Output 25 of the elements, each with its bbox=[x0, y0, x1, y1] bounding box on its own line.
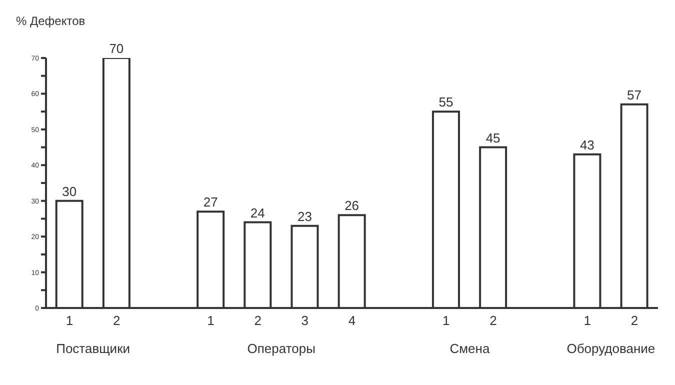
x-tick-label: 1 bbox=[442, 313, 450, 328]
text: Смена bbox=[448, 341, 491, 356]
data-label: 23 bbox=[298, 208, 312, 224]
data-label: 57 bbox=[627, 87, 642, 102]
data-label: 30 bbox=[62, 184, 77, 199]
x-tick-label: 2 bbox=[254, 313, 262, 328]
x-tick-label: 4 bbox=[348, 313, 356, 328]
data-label: 45 bbox=[486, 130, 500, 146]
data-label: 26 bbox=[344, 198, 360, 214]
x-tick-label: 1 bbox=[66, 313, 74, 328]
x-tick-label: 2 bbox=[630, 313, 638, 328]
x-tick-label: 3 bbox=[301, 313, 309, 328]
x-tick-label: 1 bbox=[584, 313, 591, 328]
x-tick-label: 2 bbox=[113, 313, 120, 328]
x-tick-label: 2 bbox=[490, 313, 497, 328]
text: Операторы bbox=[246, 341, 316, 356]
x-tick-label: 1 bbox=[207, 313, 214, 328]
text: Поставщики bbox=[55, 341, 132, 356]
data-label: 70 bbox=[109, 41, 124, 56]
data-label: 43 bbox=[580, 137, 594, 152]
text: Оборудование bbox=[566, 341, 656, 356]
y-axis-title: % Дефектов bbox=[16, 14, 86, 28]
data-label: 55 bbox=[438, 94, 454, 110]
data-label: 27 bbox=[203, 194, 218, 210]
data-label: 24 bbox=[250, 205, 265, 220]
